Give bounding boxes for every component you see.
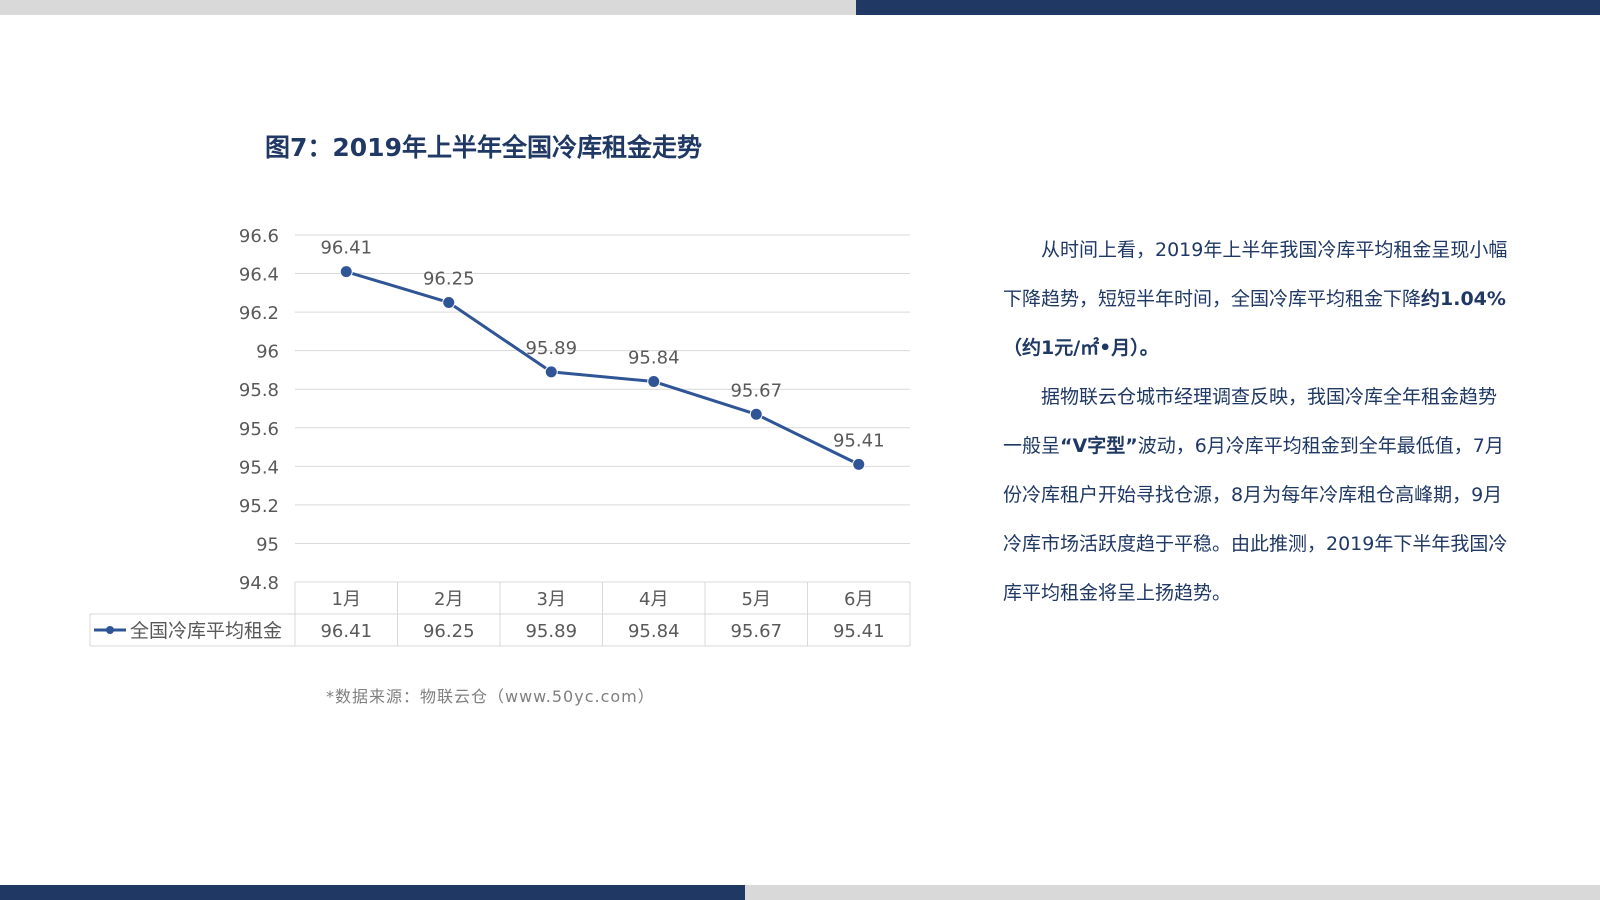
paragraph-2-text-a: 据物联云仓城市经理调查反映，我国冷库全年租金趋势一般呈 xyxy=(1003,386,1498,457)
legend-label: 全国冷库平均租金 xyxy=(130,620,282,642)
description-paragraph-2: 据物联云仓城市经理调查反映，我国冷库全年租金趋势一般呈“V字型”波动，6月冷库平… xyxy=(1003,373,1513,618)
data-label: 96.25 xyxy=(423,268,475,289)
data-label: 95.84 xyxy=(628,348,680,369)
x-tick-label: 6月 xyxy=(844,589,873,610)
bottom-navy-bar xyxy=(0,885,745,900)
data-point xyxy=(647,375,661,389)
bottom-gray-bar xyxy=(745,885,1600,900)
data-point xyxy=(544,365,558,379)
y-tick-label: 94.8 xyxy=(239,573,279,594)
paragraph-2-text-b: 波动，6月冷库平均租金到全年最低值，7月份冷库租户开始寻找仓源，8月为每年冷库租… xyxy=(1003,435,1508,604)
table-cell-value: 96.41 xyxy=(320,621,372,642)
source-note: *数据来源：物联云仓（www.50yc.com） xyxy=(326,687,655,706)
description-text: 从时间上看，2019年上半年我国冷库平均租金呈现小幅下降趋势，短短半年时间，全国… xyxy=(1003,226,1513,618)
x-tick-label: 1月 xyxy=(332,589,361,610)
table-cell-value: 95.67 xyxy=(730,621,782,642)
top-navy-bar xyxy=(856,0,1600,15)
data-label: 95.67 xyxy=(730,380,782,401)
paragraph-1-text: 从时间上看，2019年上半年我国冷库平均租金呈现小幅下降趋势，短短半年时间，全国… xyxy=(1003,239,1508,310)
table-cell-value: 95.89 xyxy=(525,621,577,642)
y-tick-label: 95 xyxy=(256,534,279,555)
x-tick-label: 2月 xyxy=(434,589,463,610)
y-tick-label: 95.4 xyxy=(239,457,279,478)
y-tick-label: 96.2 xyxy=(239,303,279,324)
series-line xyxy=(345,270,860,466)
data-label: 95.89 xyxy=(525,338,577,359)
top-gray-bar xyxy=(0,0,856,15)
y-tick-label: 96 xyxy=(256,342,279,363)
y-tick-label: 95.8 xyxy=(239,380,279,401)
figure-title: 图7：2019年上半年全国冷库租金走势 xyxy=(265,133,702,162)
line-chart: 94.8 95 95.2 95.4 95.6 95.8 96 96.2 96.4 96.6 1月 96… xyxy=(89,226,911,647)
table-cell-value: 95.84 xyxy=(628,621,680,642)
y-tick-label: 96.6 xyxy=(239,226,279,247)
paragraph-1-highlight: 约1.04%（约1元/㎡•月）。 xyxy=(1003,288,1506,359)
paragraph-2-highlight: “V字型” xyxy=(1060,435,1138,457)
data-point xyxy=(852,457,866,471)
x-tick-label: 5月 xyxy=(742,589,771,610)
description-paragraph-1: 从时间上看，2019年上半年我国冷库平均租金呈现小幅下降趋势，短短半年时间，全国… xyxy=(1003,226,1513,373)
data-label: 96.41 xyxy=(320,238,372,259)
data-point xyxy=(442,295,456,309)
table-cell-value: 96.25 xyxy=(423,621,475,642)
legend-marker xyxy=(106,626,114,634)
x-tick-label: 4月 xyxy=(639,589,668,610)
y-tick-label: 95.2 xyxy=(239,496,279,517)
y-tick-label: 96.4 xyxy=(239,265,279,286)
data-point xyxy=(339,265,353,279)
data-point xyxy=(749,407,763,421)
y-tick-label: 95.6 xyxy=(239,419,279,440)
x-tick-label: 3月 xyxy=(537,589,566,610)
data-label: 95.41 xyxy=(833,430,885,451)
table-cell-value: 95.41 xyxy=(833,621,885,642)
